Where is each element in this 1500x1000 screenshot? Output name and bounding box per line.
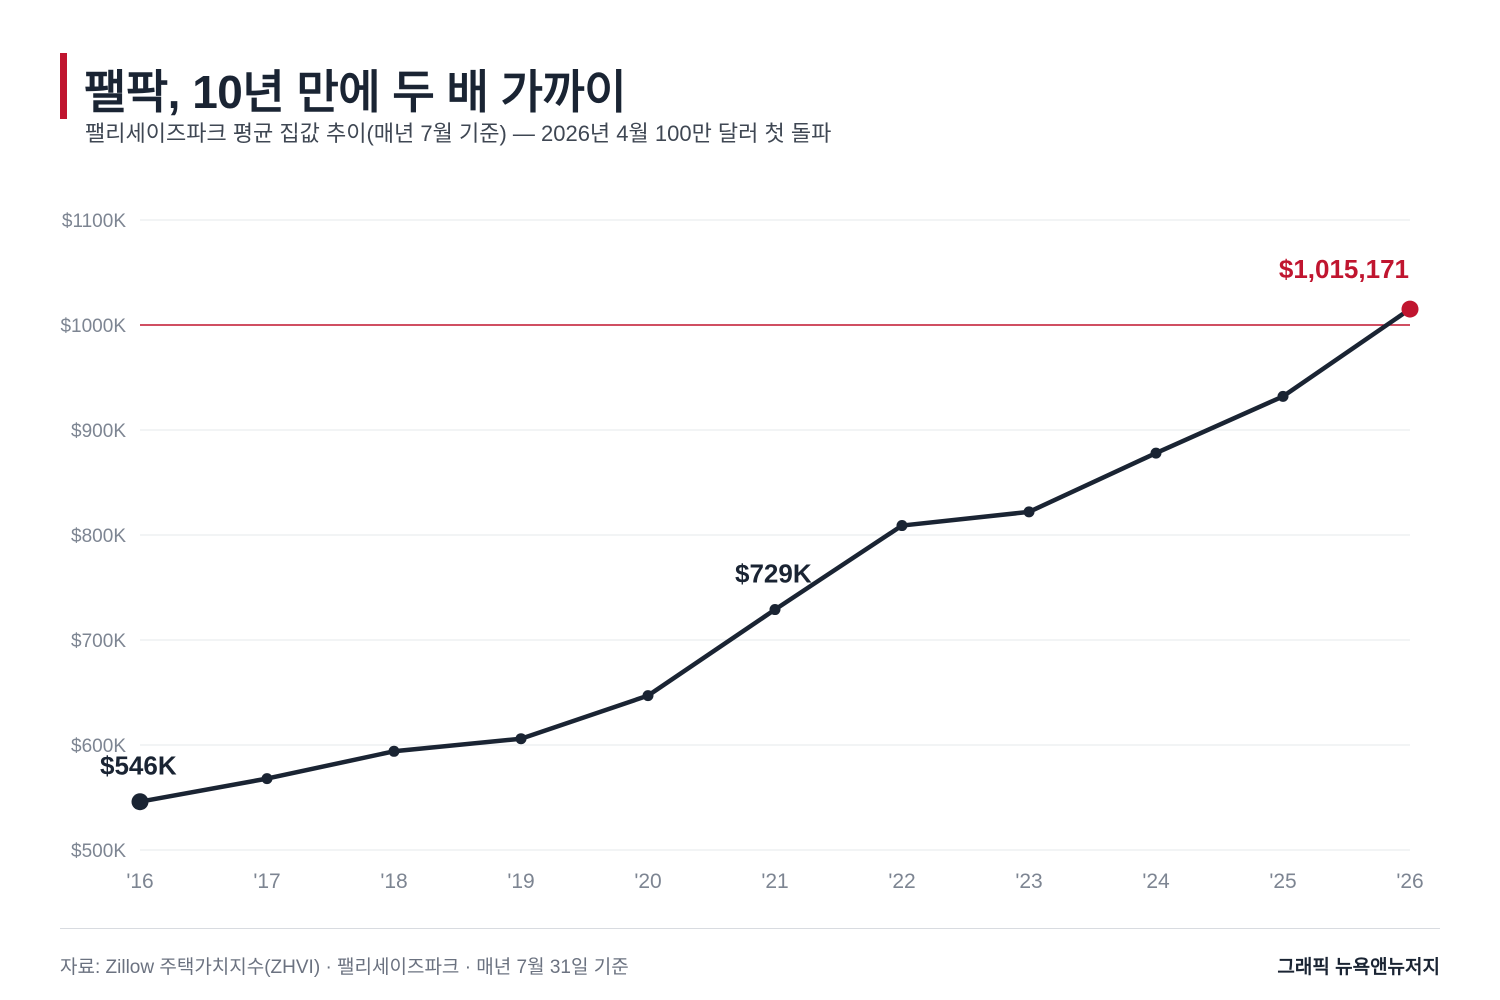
data-point xyxy=(1401,300,1419,318)
data-point xyxy=(515,733,527,745)
data-point xyxy=(769,604,781,616)
y-tick-label: $700K xyxy=(71,631,126,652)
y-tick-label: $600K xyxy=(71,736,126,757)
data-point xyxy=(1150,447,1162,459)
data-label: $546K xyxy=(100,751,177,781)
y-tick-label: $800K xyxy=(71,526,126,547)
data-point xyxy=(1023,506,1035,518)
data-point xyxy=(388,745,400,757)
x-tick-label: '26 xyxy=(1396,870,1423,893)
data-point xyxy=(642,690,654,702)
data-label: $729K xyxy=(735,559,812,589)
data-point xyxy=(896,520,908,532)
y-tick-label: $900K xyxy=(71,421,126,442)
graphic-credit: 그래픽 뉴욕앤뉴저지 xyxy=(1277,957,1440,978)
data-point xyxy=(1277,390,1289,402)
x-tick-label: '19 xyxy=(507,870,534,893)
x-tick-label: '18 xyxy=(380,870,407,893)
x-tick-label: '16 xyxy=(126,870,153,893)
data-label: $1,015,171 xyxy=(1279,254,1409,284)
source-note: 자료: Zillow 주택가치지수(ZHVI) · 팰리세이즈파크 · 매년 7… xyxy=(60,957,629,978)
page-title: 팰팍, 10년 만에 두 배 가까이 xyxy=(84,66,627,118)
title-accent-bar xyxy=(60,53,67,119)
data-point xyxy=(131,793,149,811)
x-tick-label: '20 xyxy=(634,870,661,893)
y-tick-label: $500K xyxy=(71,841,126,862)
x-tick-label: '17 xyxy=(253,870,280,893)
page-subtitle: 팰리세이즈파크 평균 집값 추이(매년 7월 기준) — 2026년 4월 10… xyxy=(85,121,832,146)
x-tick-label: '21 xyxy=(761,870,788,893)
data-point xyxy=(261,773,273,785)
x-tick-label: '22 xyxy=(888,870,915,893)
x-tick-label: '23 xyxy=(1015,870,1042,893)
x-tick-label: '25 xyxy=(1269,870,1296,893)
series-line xyxy=(137,306,1413,804)
y-tick-label: $1100K xyxy=(62,211,126,232)
footer-divider xyxy=(60,928,1440,929)
y-tick-label: $1000K xyxy=(60,316,126,337)
x-tick-label: '24 xyxy=(1142,870,1170,893)
